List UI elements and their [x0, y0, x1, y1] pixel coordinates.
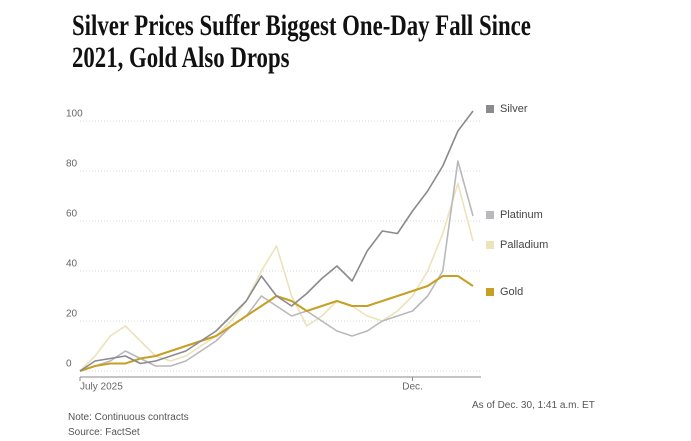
x-tick-label: Dec. [402, 382, 423, 393]
chart-title: Silver Prices Suffer Biggest One-Day Fal… [72, 9, 531, 74]
legend-swatch [486, 105, 494, 113]
y-tick-label: 40 [66, 259, 78, 270]
note: Note: Continuous contracts [68, 412, 189, 423]
y-tick-label: 20 [66, 309, 78, 320]
legend-swatch [486, 288, 494, 296]
x-tick-label: July 2025 [80, 382, 123, 393]
line-series [79, 160, 474, 372]
line-series [79, 110, 474, 372]
legend-swatch [486, 241, 494, 249]
timestamp: As of Dec. 30, 1:41 a.m. ET [472, 400, 595, 411]
y-tick-label: 0 [66, 359, 72, 370]
source: Source: FactSet [68, 427, 140, 438]
line-series [79, 182, 474, 372]
y-tick-label: 80 [66, 159, 78, 170]
legend-label: Silver [500, 103, 528, 115]
line-series [79, 275, 474, 372]
legend-swatch [486, 211, 494, 219]
legend-label: Gold [500, 286, 523, 298]
y-tick-label: 100 [66, 109, 83, 120]
legend-label: Palladium [500, 239, 548, 251]
y-tick-label: 60 [66, 209, 78, 220]
legend-label: Platinum [500, 209, 543, 221]
